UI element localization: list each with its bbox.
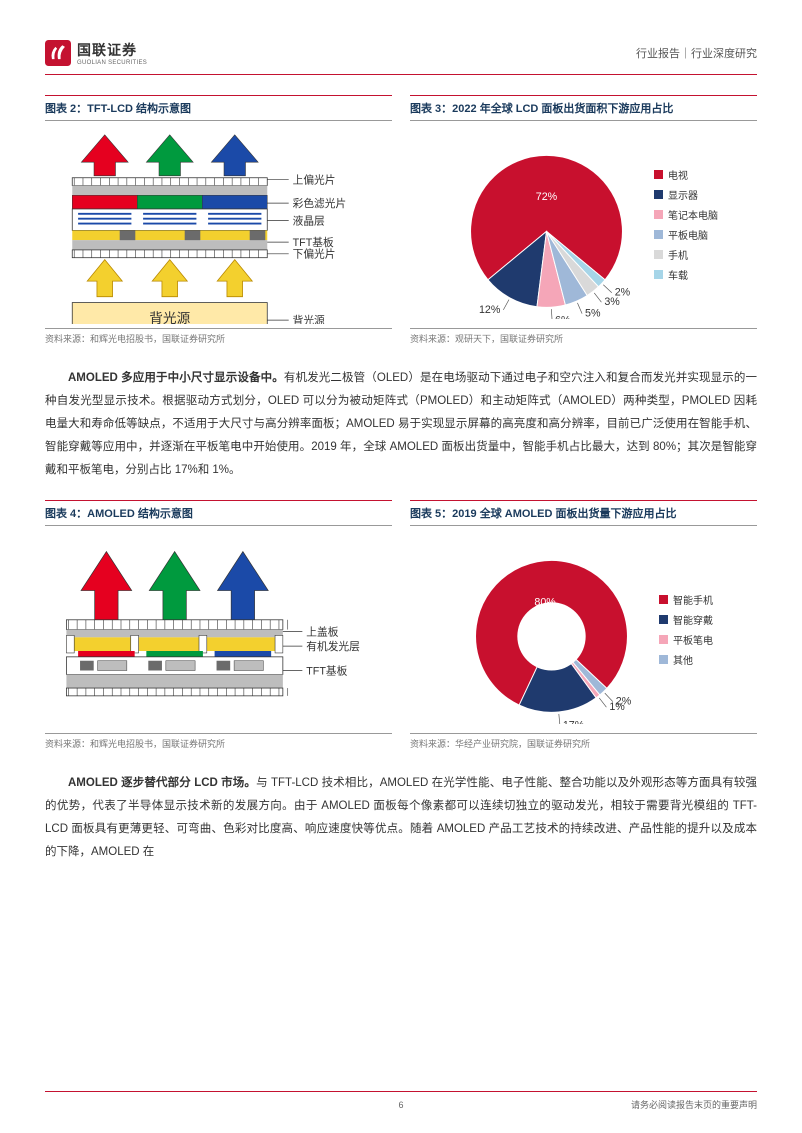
legend-swatch xyxy=(654,230,663,239)
svg-text:背光源: 背光源 xyxy=(149,311,190,324)
legend-label: 显示器 xyxy=(668,187,698,202)
legend-item: 电视 xyxy=(654,167,718,182)
figure-4: 图表 4：AMOLED 结构示意图 上盖板有机发光层 TFT基板 资料来源：和辉光… xyxy=(45,500,392,750)
svg-text:液晶层: 液晶层 xyxy=(293,215,325,228)
svg-text:5%: 5% xyxy=(585,308,601,319)
figure-2-source: 资料来源：和辉光电招股书，国联证券研究所 xyxy=(45,328,392,345)
legend-item: 显示器 xyxy=(654,187,718,202)
paragraph-1-lead: AMOLED 多应用于中小尺寸显示设备中。 xyxy=(68,372,284,384)
svg-text:彩色滤光片: 彩色滤光片 xyxy=(293,197,347,210)
legend-item: 智能手机 xyxy=(659,592,713,607)
logo-en: GUOLIAN SECURITIES xyxy=(77,60,147,66)
legend-swatch xyxy=(654,190,663,199)
figure-2: 图表 2：TFT-LCD 结构示意图 背光源 上偏光片彩色滤光片液晶层 TFT基板下… xyxy=(45,95,392,345)
figure-5-title: 图表 5：2019 全球 AMOLED 面板出货量下游应用占比 xyxy=(410,500,757,526)
figure-5-legend: 智能手机智能穿戴平板笔电其他 xyxy=(659,592,713,672)
figure-row-1: 图表 2：TFT-LCD 结构示意图 背光源 上偏光片彩色滤光片液晶层 TFT基板下… xyxy=(45,95,757,345)
figure-3-legend: 电视显示器笔记本电脑平板电脑手机车载 xyxy=(654,167,718,287)
svg-text:上偏光片: 上偏光片 xyxy=(293,174,336,187)
svg-text:上盖板: 上盖板 xyxy=(306,625,338,638)
legend-item: 平板笔电 xyxy=(659,632,713,647)
legend-label: 电视 xyxy=(668,167,688,182)
legend-swatch xyxy=(659,615,668,624)
svg-text:有机发光层: 有机发光层 xyxy=(306,640,360,653)
figure-2-diagram: 背光源 上偏光片彩色滤光片液晶层 TFT基板下偏光片背光源 xyxy=(45,129,392,324)
figure-2-title: 图表 2：TFT-LCD 结构示意图 xyxy=(45,95,392,121)
svg-text:2%: 2% xyxy=(615,287,631,299)
legend-label: 智能手机 xyxy=(673,592,713,607)
svg-text:TFT基板: TFT基板 xyxy=(293,236,334,249)
logo-cn: 国联证券 xyxy=(77,40,147,60)
legend-swatch xyxy=(654,270,663,279)
logo-text: 国联证券 GUOLIAN SECURITIES xyxy=(77,40,147,66)
paragraph-2: AMOLED 逐步替代部分 LCD 市场。与 TFT-LCD 技术相比，AMOL… xyxy=(45,772,757,864)
figure-4-diagram: 上盖板有机发光层 TFT基板 xyxy=(45,534,392,729)
legend-swatch xyxy=(659,595,668,604)
paragraph-1-body: 有机发光二极管（OLED）是在电场驱动下通过电子和空穴注入和复合而发光并实现显示… xyxy=(45,372,757,476)
page-footer: 6 请务必阅读报告末页的重要声明 xyxy=(45,1091,757,1111)
legend-label: 平板笔电 xyxy=(673,632,713,647)
page: 国联证券 GUOLIAN SECURITIES 行业报告｜行业深度研究 图表 2… xyxy=(0,0,802,1133)
figure-5-source: 资料来源：华经产业研究院，国联证券研究所 xyxy=(410,733,757,750)
figure-5-chart: 80%17%1%2% 智能手机智能穿戴平板笔电其他 xyxy=(410,534,757,729)
svg-text:72%: 72% xyxy=(536,191,558,203)
svg-text:12%: 12% xyxy=(479,304,501,316)
legend-item: 智能穿戴 xyxy=(659,612,713,627)
legend-item: 其他 xyxy=(659,652,713,667)
legend-label: 平板电脑 xyxy=(668,227,708,242)
svg-text:6%: 6% xyxy=(555,315,571,319)
svg-text:背光源: 背光源 xyxy=(293,314,325,324)
figure-4-title: 图表 4：AMOLED 结构示意图 xyxy=(45,500,392,526)
legend-label: 笔记本电脑 xyxy=(668,207,718,222)
logo: 国联证券 GUOLIAN SECURITIES xyxy=(45,40,147,66)
paragraph-2-body: 与 TFT-LCD 技术相比，AMOLED 在光学性能、电子性能、整合功能以及外… xyxy=(45,777,757,858)
svg-text:下偏光片: 下偏光片 xyxy=(293,248,336,261)
legend-swatch xyxy=(654,170,663,179)
figure-5: 图表 5：2019 全球 AMOLED 面板出货量下游应用占比 80%17%1%… xyxy=(410,500,757,750)
figure-3-title: 图表 3：2022 年全球 LCD 面板出货面积下游应用占比 xyxy=(410,95,757,121)
legend-swatch xyxy=(659,635,668,644)
header-category: 行业报告｜行业深度研究 xyxy=(636,45,757,61)
legend-item: 平板电脑 xyxy=(654,227,718,242)
figure-3-chart: 72%12%6%5%3%2% 电视显示器笔记本电脑平板电脑手机车载 xyxy=(410,129,757,324)
legend-item: 笔记本电脑 xyxy=(654,207,718,222)
svg-text:17%: 17% xyxy=(563,719,585,724)
legend-label: 其他 xyxy=(673,652,693,667)
legend-item: 手机 xyxy=(654,247,718,262)
legend-label: 智能穿戴 xyxy=(673,612,713,627)
figure-3-source: 资料来源：观研天下，国联证券研究所 xyxy=(410,328,757,345)
svg-text:2%: 2% xyxy=(616,696,632,708)
svg-text:TFT基板: TFT基板 xyxy=(306,664,347,677)
logo-icon xyxy=(45,40,71,66)
figure-4-source: 资料来源：和辉光电招股书，国联证券研究所 xyxy=(45,733,392,750)
footer-disclaimer: 请务必阅读报告末页的重要声明 xyxy=(631,1098,757,1111)
paragraph-1: AMOLED 多应用于中小尺寸显示设备中。有机发光二极管（OLED）是在电场驱动… xyxy=(45,367,757,482)
page-header: 国联证券 GUOLIAN SECURITIES 行业报告｜行业深度研究 xyxy=(45,40,757,75)
paragraph-2-lead: AMOLED 逐步替代部分 LCD 市场。 xyxy=(68,777,256,789)
legend-swatch xyxy=(654,210,663,219)
legend-label: 手机 xyxy=(668,247,688,262)
legend-swatch xyxy=(659,655,668,664)
legend-swatch xyxy=(654,250,663,259)
legend-label: 车载 xyxy=(668,267,688,282)
page-number: 6 xyxy=(398,1100,403,1110)
legend-item: 车载 xyxy=(654,267,718,282)
figure-row-2: 图表 4：AMOLED 结构示意图 上盖板有机发光层 TFT基板 资料来源：和辉光… xyxy=(45,500,757,750)
figure-3: 图表 3：2022 年全球 LCD 面板出货面积下游应用占比 72% 12% 6% 5… xyxy=(410,95,757,345)
